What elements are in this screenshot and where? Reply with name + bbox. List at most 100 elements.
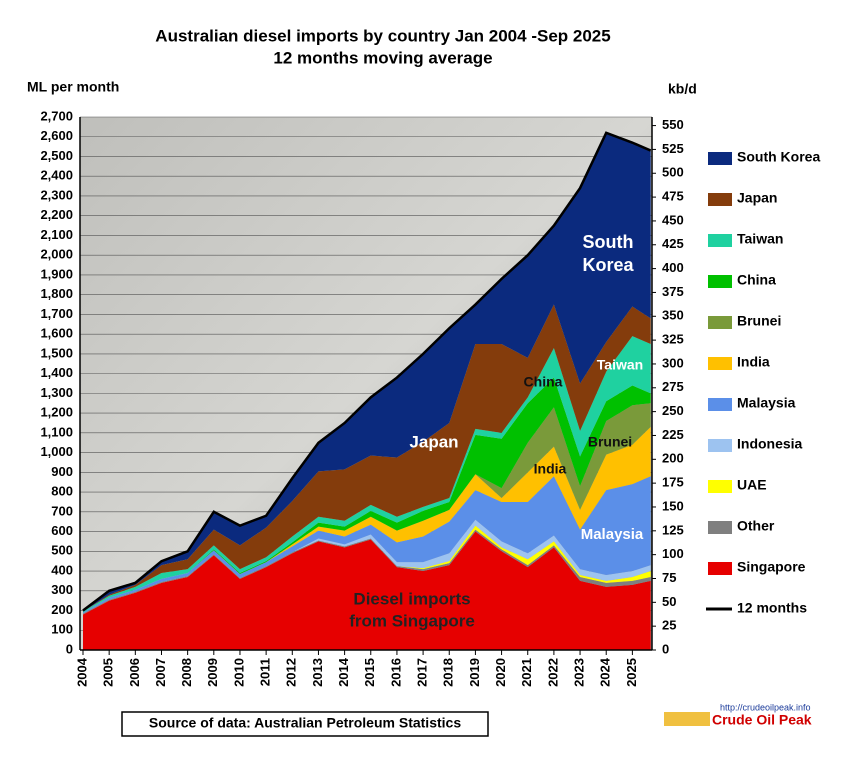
legend-label: Malaysia: [737, 395, 796, 411]
y-tick-label: 800: [51, 484, 73, 499]
y-tick-label: 2,700: [40, 108, 73, 123]
area: [83, 519, 651, 614]
y2-tick-label: 550: [662, 117, 684, 132]
y-tick-label: 1,800: [40, 286, 73, 301]
area: [83, 336, 651, 613]
y2-tick-label: 175: [662, 475, 684, 490]
y-axis-title: ML per month: [27, 79, 119, 95]
x-tick-label: 2023: [571, 658, 586, 687]
x-tick-label: 2018: [441, 658, 456, 687]
x-tick-label: 2010: [231, 658, 246, 687]
annotation: Japan: [409, 432, 458, 451]
y2-tick-label: 275: [662, 379, 684, 394]
annotation: Malaysia: [581, 526, 644, 543]
x-tick-label: 2011: [258, 658, 273, 686]
annotation: Korea: [582, 255, 634, 275]
y2-tick-label: 225: [662, 427, 684, 442]
x-tick-label: 2017: [415, 658, 430, 687]
y2-tick-label: 425: [662, 236, 684, 251]
x-tick-label: 2006: [127, 658, 142, 687]
legend-label: China: [737, 272, 776, 288]
y-tick-label: 1,200: [40, 405, 73, 420]
y2-tick-label: 100: [662, 546, 684, 561]
y-tick-label: 1,900: [40, 266, 73, 281]
legend-label: South Korea: [737, 149, 820, 165]
y-tick-label: 2,300: [40, 187, 73, 202]
x-tick-label: 2020: [493, 658, 508, 687]
y-tick-label: 1,700: [40, 306, 73, 321]
y2-tick-label: 400: [662, 260, 684, 275]
area: [83, 132, 651, 612]
legend-label: UAE: [737, 477, 767, 493]
y-tick-label: 1,100: [40, 424, 73, 439]
y-tick-label: 400: [51, 562, 73, 577]
area: [83, 377, 651, 613]
y2-tick-label: 525: [662, 141, 684, 156]
legend-swatch: [708, 480, 732, 493]
annotation: Diesel imports: [353, 589, 470, 608]
chart-title: Australian diesel imports by country Jan…: [155, 26, 610, 45]
annotation: Taiwan: [597, 357, 643, 373]
y-tick-label: 900: [51, 464, 73, 479]
x-tick-label: 2014: [336, 657, 351, 687]
logo-url: http://crudeoilpeak.info: [720, 702, 811, 712]
legend-swatch: [708, 316, 732, 329]
annotation: China: [524, 374, 563, 390]
y-tick-label: 1,500: [40, 345, 73, 360]
area: [83, 531, 651, 650]
y-tick-label: 1,600: [40, 326, 73, 341]
legend-swatch: [708, 275, 732, 288]
y2-tick-label: 450: [662, 212, 684, 227]
y2-tick-label: 50: [662, 594, 676, 609]
annotation: Brunei: [588, 434, 632, 450]
y2-tick-label: 75: [662, 570, 676, 585]
x-tick-label: 2025: [624, 658, 639, 687]
legend-swatch: [708, 562, 732, 575]
y-tick-label: 1,400: [40, 365, 73, 380]
chart-subtitle: 12 months moving average: [273, 48, 492, 67]
y2-tick-label: 375: [662, 284, 684, 299]
legend-swatch: [708, 398, 732, 411]
legend-swatch: [708, 521, 732, 534]
x-tick-label: 2012: [284, 658, 299, 687]
x-tick-label: 2013: [310, 658, 325, 687]
x-tick-label: 2015: [362, 658, 377, 687]
total-line: [82, 131, 652, 612]
legend-label: Japan: [737, 190, 777, 206]
x-tick-label: 2021: [519, 658, 534, 687]
y2-tick-label: 0: [662, 641, 669, 656]
y-tick-label: 2,100: [40, 227, 73, 242]
y-tick-label: 2,600: [40, 128, 73, 143]
legend-label: Brunei: [737, 313, 781, 329]
legend-swatch: [708, 439, 732, 452]
y-tick-label: 700: [51, 503, 73, 518]
legend-swatch: [708, 193, 732, 206]
legend-swatch: [708, 357, 732, 370]
y2-tick-label: 25: [662, 618, 676, 633]
y2-tick-label: 500: [662, 165, 684, 180]
y-tick-label: 1,300: [40, 385, 73, 400]
legend-label: Singapore: [737, 559, 806, 575]
x-tick-label: 2024: [598, 657, 613, 687]
y2-tick-label: 150: [662, 498, 684, 513]
y2-axis-title: kb/d: [668, 81, 697, 97]
area: [83, 476, 651, 614]
logo-icon: [664, 712, 710, 726]
x-tick-label: 2009: [205, 658, 220, 687]
x-tick-label: 2019: [467, 658, 482, 687]
y-tick-label: 0: [66, 641, 73, 656]
source: Source of data: Australian Petroleum Sta…: [149, 715, 461, 731]
legend-label: 12 months: [737, 600, 807, 616]
legend-label: Other: [737, 518, 775, 534]
annotation: India: [534, 461, 567, 477]
y-tick-label: 2,200: [40, 207, 73, 222]
x-tick-label: 2022: [545, 658, 560, 687]
area: [83, 304, 651, 612]
source-box: [121, 711, 489, 737]
x-tick-label: 2005: [101, 658, 116, 687]
legend-label: India: [737, 354, 770, 370]
area: [83, 426, 651, 613]
legend-swatch: [708, 152, 732, 165]
y2-tick-label: 250: [662, 403, 684, 418]
